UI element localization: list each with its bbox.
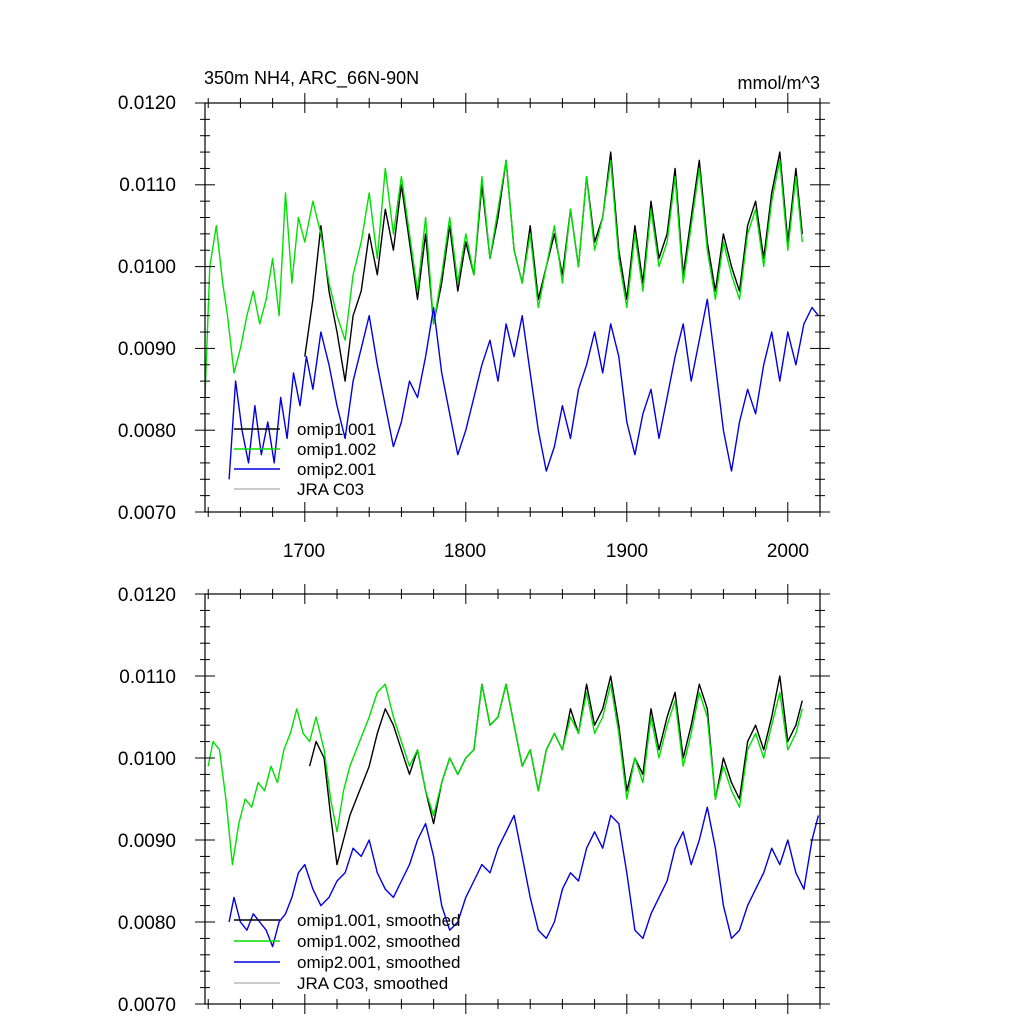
legend-label-omip1-002-smoothed: omip1.002, smoothed — [297, 932, 461, 951]
bottom-plot-area — [207, 675, 820, 948]
legend-label-omip1-001: omip1.001 — [297, 420, 376, 439]
top-panel-title: 350m NH4, ARC_66N-90N — [204, 68, 419, 89]
top-x-tick-label: 1700 — [283, 541, 325, 562]
bottom-series-omip1-001-smoothed — [308, 675, 803, 866]
bottom-axes — [195, 584, 830, 1014]
top-axes — [195, 93, 830, 522]
top-x-tick-label: 2000 — [767, 541, 809, 562]
top-series-omip2-001 — [228, 298, 819, 480]
bottom-y-tick-label: 0.0080 — [118, 913, 176, 934]
top-x-tick-label: 1900 — [606, 541, 648, 562]
legend-label-omip1-002: omip1.002 — [297, 440, 376, 459]
top-y-tick-label: 0.0090 — [118, 339, 176, 360]
bottom-y-tick-label: 0.0090 — [118, 831, 176, 852]
bottom-panel: 0.0070 0.0080 0.0090 0.0100 0.0110 0.012… — [118, 584, 830, 1016]
legend-label-omip2-001-smoothed: omip2.001, smoothed — [297, 953, 461, 972]
bottom-y-tick-label: 0.0120 — [118, 585, 176, 606]
bottom-series-omip2-001-smoothed — [228, 806, 820, 948]
top-y-tick-label: 0.0080 — [118, 421, 176, 442]
top-y-tick-label: 0.0110 — [119, 175, 176, 196]
top-x-tick-label: 1800 — [444, 541, 486, 562]
top-series-omip1-002 — [204, 159, 803, 398]
top-y-tick-label: 0.0100 — [118, 257, 176, 278]
legend-label-omip2-001: omip2.001 — [297, 460, 376, 479]
bottom-legend: omip1.001, smoothed omip1.002, smoothed … — [234, 911, 461, 993]
bottom-y-tick-label: 0.0100 — [118, 749, 176, 770]
top-y-tick-label: 0.0070 — [118, 503, 176, 524]
top-series-omip1-001 — [304, 151, 803, 382]
top-panel-frame — [204, 102, 821, 513]
top-plot-area — [204, 151, 819, 480]
bottom-series-omip1-002-smoothed — [207, 683, 803, 866]
legend-label-jra-c03: JRA C03 — [297, 480, 364, 499]
bottom-panel-frame — [204, 593, 821, 1005]
bottom-y-tick-label: 0.0070 — [118, 995, 176, 1016]
legend-label-jra-c03-smoothed: JRA C03, smoothed — [297, 974, 448, 993]
bottom-y-tick-label: 0.0110 — [119, 667, 176, 688]
top-legend: omip1.001 omip1.002 omip2.001 JRA C03 — [234, 420, 376, 499]
legend-label-omip1-001-smoothed: omip1.001, smoothed — [297, 911, 461, 930]
top-y-tick-label: 0.0120 — [118, 93, 176, 114]
top-panel: 350m NH4, ARC_66N-90N mmol/m^3 0.0070 0.… — [118, 68, 830, 562]
top-panel-units: mmol/m^3 — [738, 73, 820, 93]
